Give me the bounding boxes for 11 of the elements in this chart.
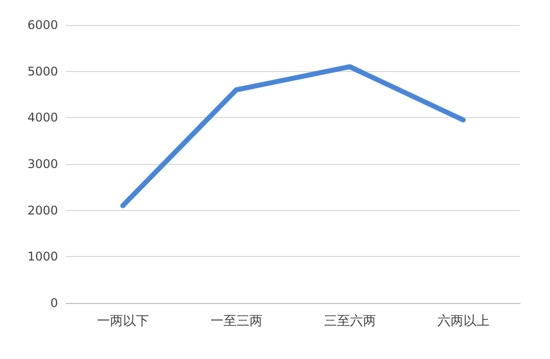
- x-tick-label: 一至三两: [210, 314, 262, 329]
- y-tick-label: 3000: [27, 157, 58, 171]
- y-tick-label: 5000: [27, 64, 58, 78]
- x-tick-label: 六两以上: [437, 314, 490, 329]
- y-tick-label: 1000: [27, 250, 58, 264]
- y-tick-label: 0: [50, 296, 58, 310]
- y-tick-label: 6000: [27, 18, 58, 32]
- y-tick-label: 4000: [27, 110, 58, 125]
- y-tick-label: 2000: [27, 203, 58, 218]
- x-tick-label: 三至六两: [324, 314, 376, 329]
- x-tick-label: 一两以下: [96, 314, 149, 329]
